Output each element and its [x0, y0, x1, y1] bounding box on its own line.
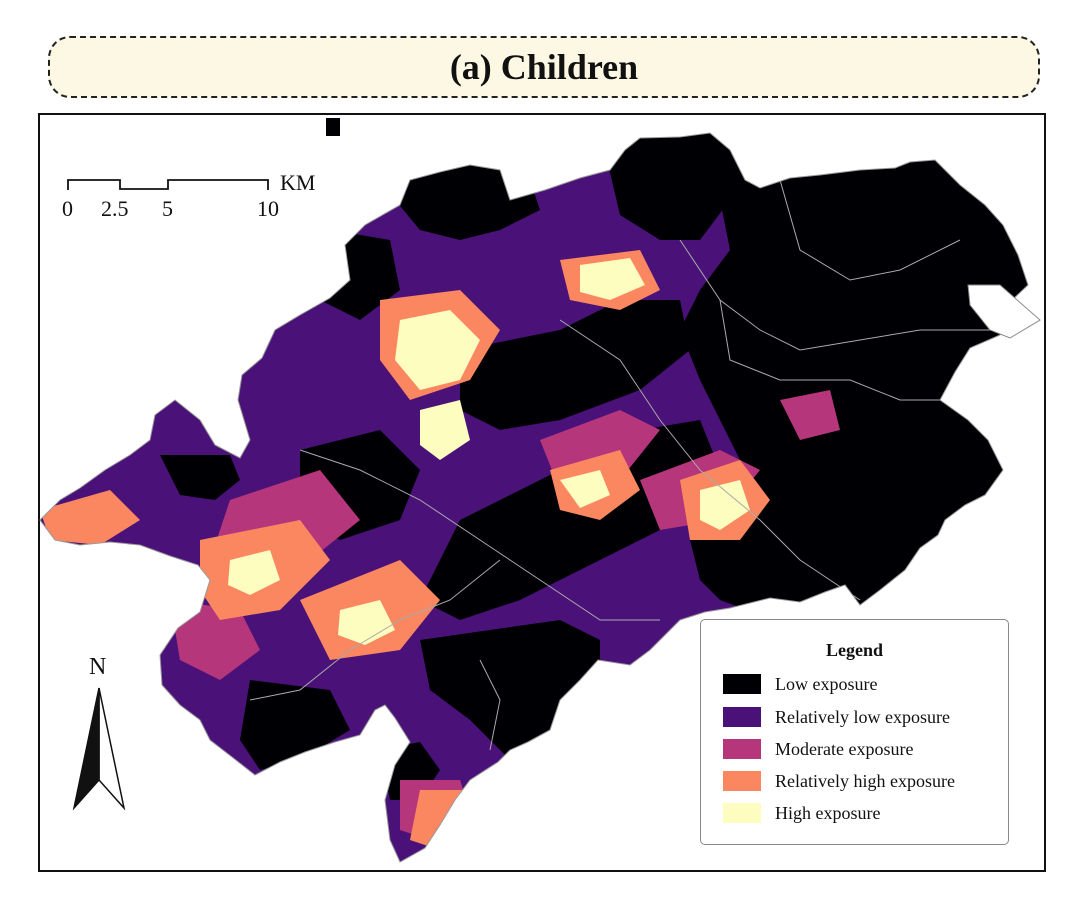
legend-swatch: [723, 674, 761, 694]
scale-tick-10: 10: [257, 196, 279, 221]
scale-tick-5: 5: [162, 196, 173, 221]
legend-item-low: Low exposure: [723, 672, 877, 696]
legend-label: Relatively low exposure: [775, 706, 950, 727]
scale-bar: [67, 179, 269, 190]
legend-item-relatively-high: Relatively high exposure: [723, 769, 955, 793]
legend-swatch: [723, 771, 761, 791]
legend-label: Moderate exposure: [775, 738, 914, 759]
scale-tick-0: 0: [62, 196, 73, 221]
legend-label: Relatively high exposure: [775, 770, 955, 791]
north-label: N: [89, 654, 107, 680]
scale-unit: KM: [280, 170, 316, 195]
legend-item-high: High exposure: [723, 801, 880, 825]
legend: Legend Low exposure Relatively low expos…: [700, 619, 1009, 845]
legend-label: Low exposure: [775, 673, 878, 694]
legend-swatch: [723, 739, 761, 759]
legend-item-relatively-low: Relatively low exposure: [723, 705, 950, 729]
legend-label: High exposure: [775, 802, 881, 823]
title-banner: (a) Children: [48, 36, 1040, 98]
legend-title: Legend: [825, 640, 883, 660]
scale-tick-2-5: 2.5: [101, 196, 129, 221]
legend-swatch: [723, 803, 761, 823]
north-arrow-icon: [72, 687, 126, 811]
map-title: (a) Children: [449, 47, 639, 87]
legend-swatch: [723, 707, 761, 727]
legend-item-moderate: Moderate exposure: [723, 737, 913, 761]
